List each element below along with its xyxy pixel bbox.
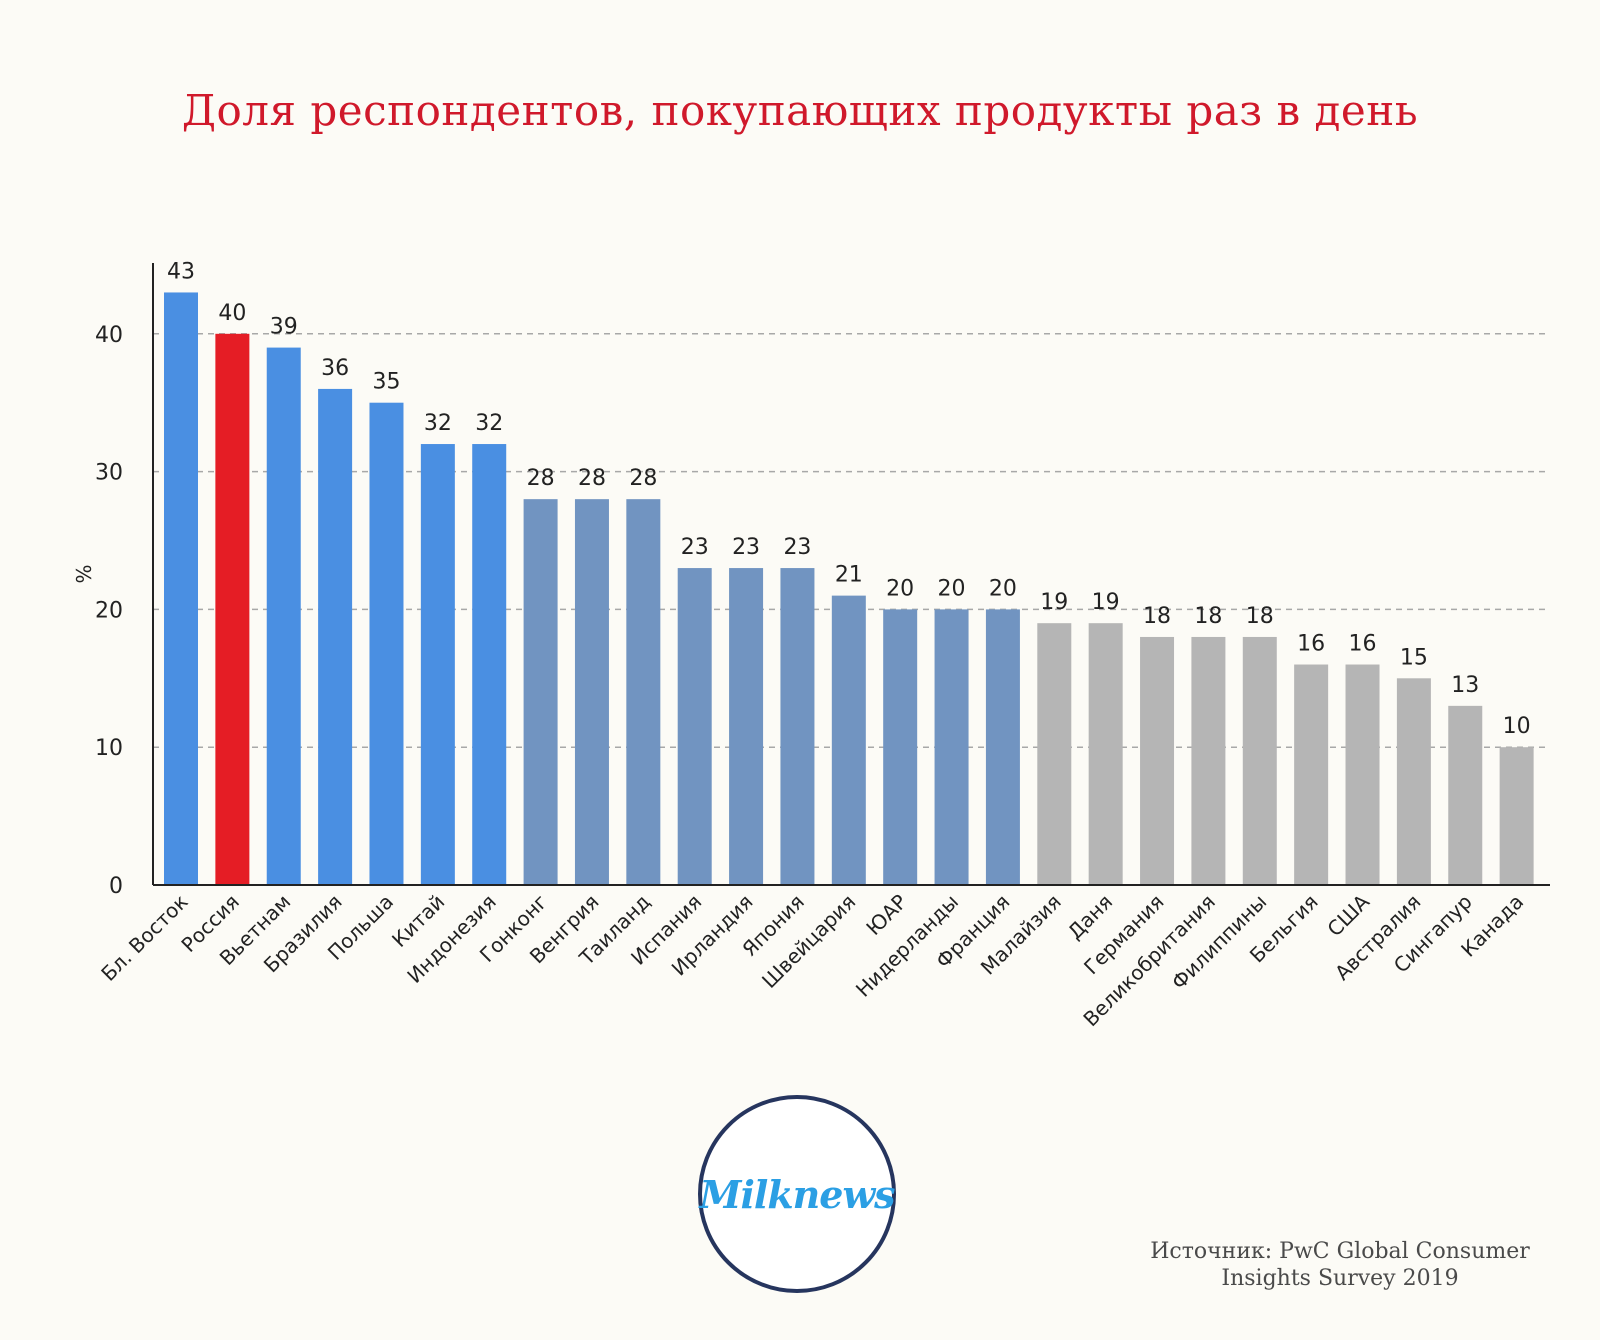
y-tick-label: 30 [95,461,123,486]
y-tick-label: 10 [95,736,123,761]
value-label: 36 [321,356,349,381]
value-label: 32 [475,411,503,436]
y-tick-labels: 0 10 20 30 40 [95,323,123,899]
value-label: 16 [1349,632,1377,657]
value-label: 32 [424,411,452,436]
bars [164,292,1534,886]
value-labels: 43 40 39 36 35 32 32 28 28 28 23 23 23 21 20 20 20 19 19 18… [167,259,1531,739]
bar [523,499,558,885]
bar [266,347,301,886]
y-axis-label: % [71,564,95,583]
bar [1396,678,1431,885]
value-label: 15 [1400,645,1428,670]
bar [934,609,969,885]
axes [152,263,1550,886]
source-line-1: Источник: PwC Global Consumer [1150,1239,1530,1264]
value-label: 18 [1246,604,1274,629]
value-label: 19 [1092,590,1120,615]
bar [369,402,404,885]
bar [1191,636,1226,885]
value-label: 40 [218,301,246,326]
value-label: 13 [1451,673,1479,698]
bar-chart: 0 10 20 30 40 % 43 40 39 36 35 32 32 28 28 28 23 23 23 21… [71,259,1550,1031]
bar [883,609,918,885]
bar [1294,664,1329,885]
value-label: 20 [886,576,914,601]
chart-title: Доля респондентов, покупающих продукты р… [181,86,1419,135]
value-label: 28 [578,466,606,491]
value-label: 21 [835,563,863,588]
x-tick-labels: Бл. ВостокРоссияВьетнамБразилияПольшаКит… [96,889,1528,1031]
value-label: 16 [1297,632,1325,657]
value-label: 39 [270,315,298,340]
value-label: 18 [1194,604,1222,629]
value-label: 43 [167,259,195,284]
bar [215,333,250,885]
value-label: 23 [732,535,760,560]
bar [1088,623,1123,885]
y-tick-label: 40 [95,323,123,348]
bar [729,568,764,885]
bar [472,444,507,885]
bar [420,444,455,885]
value-label: 18 [1143,604,1171,629]
milknews-logo: Milknews [698,1095,896,1293]
value-label: 10 [1503,714,1531,739]
value-label: 23 [783,535,811,560]
bar [1499,747,1534,885]
bar [626,499,661,885]
bar [1242,636,1277,885]
source-line-2: Insights Survey 2019 [1221,1266,1459,1291]
bar [1345,664,1380,885]
bar [318,388,353,885]
value-label: 28 [629,466,657,491]
bar [1140,636,1175,885]
bar [1448,705,1483,885]
bar [574,499,609,885]
bar [1037,623,1072,885]
value-label: 28 [527,466,555,491]
bar [164,292,198,886]
value-label: 20 [989,576,1017,601]
value-label: 35 [372,370,400,395]
y-tick-label: 0 [109,874,123,899]
y-tick-label: 20 [95,598,123,623]
bar [985,609,1020,885]
bar [677,568,712,885]
bar [831,595,866,885]
value-label: 19 [1040,590,1068,615]
bar [780,568,815,885]
value-label: 20 [938,576,966,601]
logo-text: Milknews [699,1171,895,1217]
value-label: 23 [681,535,709,560]
source-note: Источник: PwC Global Consumer Insights S… [1100,1238,1580,1292]
